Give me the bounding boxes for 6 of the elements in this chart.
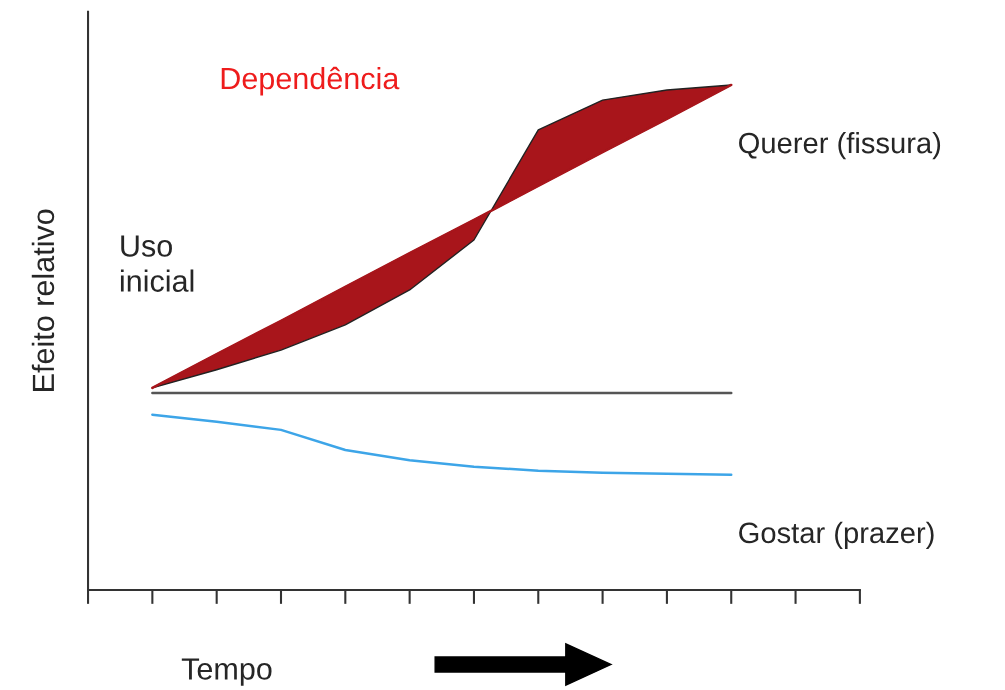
annotation: Dependência [221,66,400,96]
annotation: Uso inicial [120,235,194,292]
x-axis-title: Tempo [181,658,272,686]
y-axis-title: Efeito relativo [31,209,55,391]
series-label: Querer (fissura) [739,131,941,160]
series-label: Gostar (prazer) [739,521,934,549]
